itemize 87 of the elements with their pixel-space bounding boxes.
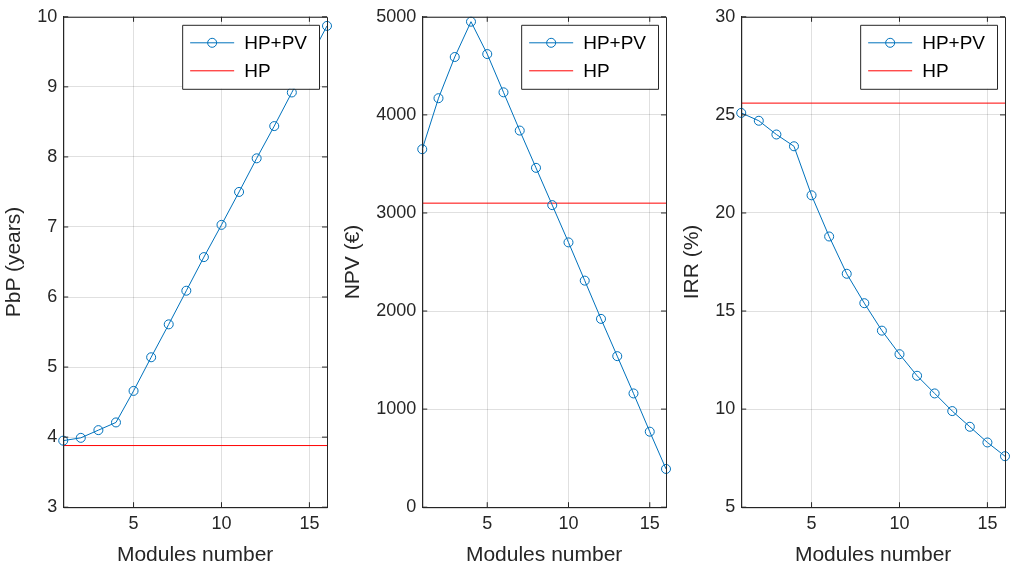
legend-label: HP: [583, 60, 610, 82]
point: [482, 49, 493, 60]
x-axis-title: Modules number: [794, 542, 952, 566]
x-tick-label: 5: [806, 512, 817, 533]
point: [982, 437, 993, 448]
point: [841, 268, 852, 279]
point: [75, 432, 86, 443]
y-tick-label: 25: [715, 103, 736, 124]
y-tick-label: 8: [47, 145, 58, 166]
point: [1000, 451, 1010, 462]
point: [612, 351, 623, 362]
y-axis-title: IRR (%): [679, 224, 703, 300]
y-tick-label: 15: [715, 300, 736, 321]
y-tick-label: 9: [47, 75, 58, 96]
legend-label: HP+PV: [922, 32, 986, 54]
point: [964, 421, 975, 432]
point: [579, 275, 590, 286]
point: [449, 52, 460, 63]
point: [498, 87, 509, 98]
x-axis-title: Modules number: [465, 542, 623, 566]
y-tick-label: 5: [47, 356, 58, 377]
legend-label: HP+PV: [244, 32, 308, 54]
point: [216, 219, 227, 230]
point: [322, 20, 332, 31]
point: [661, 463, 671, 474]
x-tick-label: 15: [977, 512, 998, 533]
point: [514, 125, 525, 136]
legend-label: HP+PV: [583, 32, 647, 54]
point: [269, 121, 280, 132]
y-tick-label: 30: [715, 5, 736, 26]
point: [93, 425, 104, 436]
point: [628, 388, 639, 399]
point: [771, 129, 782, 140]
y-tick-label: 7: [47, 215, 58, 236]
point: [128, 385, 139, 396]
point: [876, 325, 887, 336]
point: [531, 162, 541, 173]
point: [417, 144, 428, 155]
point: [146, 352, 157, 363]
legend-label: HP: [922, 60, 949, 82]
x-tick-label: 10: [889, 512, 910, 533]
y-tick-label: 4000: [376, 103, 417, 124]
point: [198, 252, 209, 263]
y-tick-label: 5000: [376, 5, 417, 26]
y-tick-label: 10: [37, 5, 58, 26]
point: [181, 285, 192, 296]
y-tick-label: 3000: [376, 201, 417, 222]
point: [788, 141, 799, 152]
y-tick-label: 1000: [376, 398, 417, 419]
point: [644, 426, 655, 437]
point: [465, 16, 476, 27]
x-tick-label: 15: [299, 512, 320, 533]
x-tick-label: 10: [211, 512, 232, 533]
x-tick-label: 5: [128, 512, 139, 533]
point: [912, 370, 923, 381]
point: [433, 93, 444, 104]
y-axis-title: NPV (€): [340, 224, 364, 300]
y-tick-label: 6: [47, 286, 58, 306]
point: [596, 313, 606, 324]
y-tick-label: 3: [47, 496, 58, 517]
point: [824, 231, 835, 242]
point: [736, 107, 747, 118]
point: [234, 186, 245, 197]
point: [806, 190, 817, 201]
y-tick-label: 5: [725, 496, 736, 517]
y-axis-title: PbP (years): [1, 206, 25, 318]
point: [110, 417, 121, 428]
x-tick-label: 10: [558, 512, 579, 533]
y-tick-label: 2000: [376, 300, 417, 321]
y-tick-label: 10: [715, 398, 736, 419]
y-tick-label: 20: [715, 201, 736, 222]
point: [753, 115, 764, 126]
point: [58, 435, 69, 446]
x-axis-title: Modules number: [116, 542, 274, 566]
point: [547, 200, 558, 211]
point: [251, 153, 262, 164]
x-tick-label: 15: [639, 512, 660, 533]
x-tick-label: 5: [482, 512, 493, 533]
legend-label: HP: [244, 60, 271, 82]
y-tick-label: 0: [406, 496, 417, 517]
point: [163, 319, 174, 330]
point: [859, 298, 870, 309]
point: [563, 237, 574, 248]
y-tick-label: 4: [47, 426, 58, 447]
point: [894, 349, 905, 360]
point: [929, 388, 940, 399]
point: [947, 406, 958, 417]
